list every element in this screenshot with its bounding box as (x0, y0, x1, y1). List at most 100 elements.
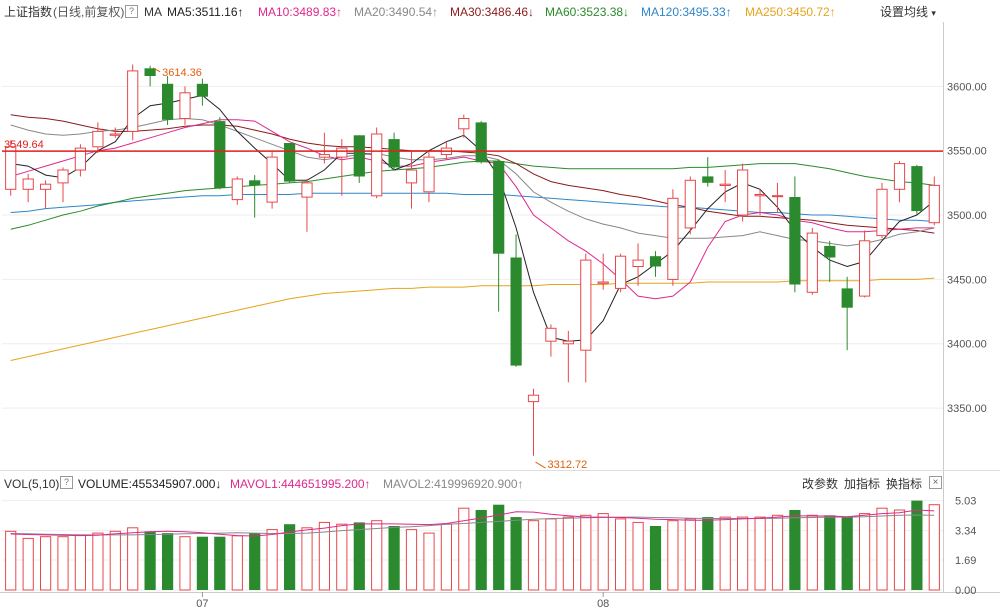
volume-bar-down (841, 517, 853, 590)
volume-bar-down (702, 517, 714, 590)
volume-bar-up (92, 532, 104, 591)
volume-bar-up (74, 534, 87, 591)
candle-body-down (789, 197, 801, 285)
candle-body-up (545, 327, 557, 342)
candle-body-up (22, 178, 34, 190)
volume-bar-up (928, 504, 940, 591)
index-name: 上证指数 (4, 5, 53, 19)
volume-bar-up (301, 527, 313, 591)
volume-bar-up (597, 513, 609, 591)
ma30-line (10, 114, 935, 234)
mavol2-line (10, 514, 935, 536)
ma60-value: MA60:3523.38↓ (545, 5, 630, 19)
volume-bar-down (789, 510, 801, 590)
volume-bar-down (284, 524, 296, 590)
candle-body-down (702, 176, 714, 183)
ma120-line (10, 192, 935, 222)
ma20-line (10, 117, 935, 247)
close-icon[interactable]: × (929, 476, 942, 489)
candle-body-up (859, 240, 871, 297)
candle-body-up (57, 169, 69, 184)
ma5-value: MA5:3511.16↑ (167, 5, 244, 19)
volume-bar-up (266, 529, 278, 591)
candle-body-up (423, 156, 435, 193)
volume-bars (5, 500, 940, 591)
volume-bar-up (527, 520, 540, 591)
candle-body-up (371, 133, 383, 197)
volume-bar-down (249, 533, 261, 590)
low-price-label: 3312.72 (547, 459, 587, 471)
add-indicator-button[interactable]: 加指标 (844, 477, 881, 491)
candle-body-up (5, 146, 17, 190)
candle-body-up (458, 118, 470, 130)
ma20-value: MA20:3490.54↑ (354, 5, 439, 19)
dropdown-arrow-icon: ▾ (931, 8, 936, 18)
volume-bar-up (876, 507, 888, 591)
volume-bar-up (371, 520, 383, 591)
volume-bar-up (405, 529, 418, 591)
volume-bar-up (318, 521, 330, 591)
volume-bar-up (719, 516, 731, 591)
volume-bar-up (231, 535, 243, 591)
candle-body-up (876, 188, 888, 237)
ma10-value: MA10:3489.83↑ (258, 5, 343, 19)
volume-tick-label: 3.34 (955, 526, 976, 538)
help-icon[interactable]: ? (125, 5, 138, 18)
volume-bar-up (458, 507, 470, 591)
ma30-value: MA30:3486.46↓ (450, 5, 535, 19)
volume-tick-label: 0.00 (955, 585, 976, 597)
candle-body-up (580, 259, 592, 351)
candle-body-down (196, 83, 208, 97)
volume-bar-down (144, 531, 156, 590)
axis-labels: 3350.00 3400.00 3450.00 3500.00 3550.00 3600.… (196, 81, 986, 610)
candle-body-up (893, 163, 906, 190)
volume-bar-down (649, 526, 662, 590)
candle-body-up (231, 178, 243, 201)
volume-bar-up (5, 530, 17, 591)
volume-bar-down (214, 536, 226, 590)
volume-bar-up (179, 536, 191, 591)
candle-body-up (405, 169, 418, 184)
volume-bar-down (510, 517, 522, 590)
candle-body-up (527, 394, 540, 403)
candle-body-down (214, 121, 226, 188)
volume-bar-down (911, 500, 923, 590)
candle-body-up (771, 195, 784, 198)
volume-bar-up (423, 532, 435, 591)
price-tick-label: 3550.00 (947, 146, 987, 158)
ma250-value: MA250:3450.72↑ (745, 5, 836, 19)
candle-body-up (928, 184, 940, 224)
candle-body-up (74, 147, 87, 171)
candle-body-up (684, 179, 696, 229)
volume-bar-down (388, 526, 400, 590)
price-tick-label: 3350.00 (947, 403, 987, 415)
mavol1-value: MAVOL1:444651995.200↑ (230, 477, 371, 491)
candle-body-down (824, 245, 836, 258)
candle-body-down (649, 256, 662, 267)
vol-help-icon[interactable]: ? (60, 476, 73, 489)
switch-indicator-button[interactable]: 换指标 (886, 477, 923, 491)
candle-body-down (162, 83, 174, 120)
candle-body-up (318, 154, 330, 158)
volume-bar-up (806, 514, 818, 591)
candle-body-down (353, 135, 365, 177)
volume-bar-up (754, 516, 766, 591)
edit-params-button[interactable]: 改参数 (802, 477, 839, 491)
volume-ma-lines (10, 509, 935, 537)
ma-settings-button[interactable]: 设置均线 ▾ (880, 5, 936, 20)
volume-bar-up (737, 516, 749, 591)
price-tick-label: 3450.00 (947, 274, 987, 286)
candle-body-down (911, 166, 923, 212)
candle-body-up (179, 92, 191, 120)
volume-bar-down (493, 504, 505, 590)
candle-body-down (475, 122, 487, 163)
candle-body-up (109, 133, 121, 136)
ma-settings-label: 设置均线 (880, 5, 929, 19)
volume-bar-up (615, 518, 627, 591)
volume-bar-up (771, 514, 784, 591)
volume-bar-up (632, 521, 644, 591)
vol-indicator-label: VOL(5,10) (4, 477, 60, 491)
x-tick-label: 08 (597, 598, 609, 610)
